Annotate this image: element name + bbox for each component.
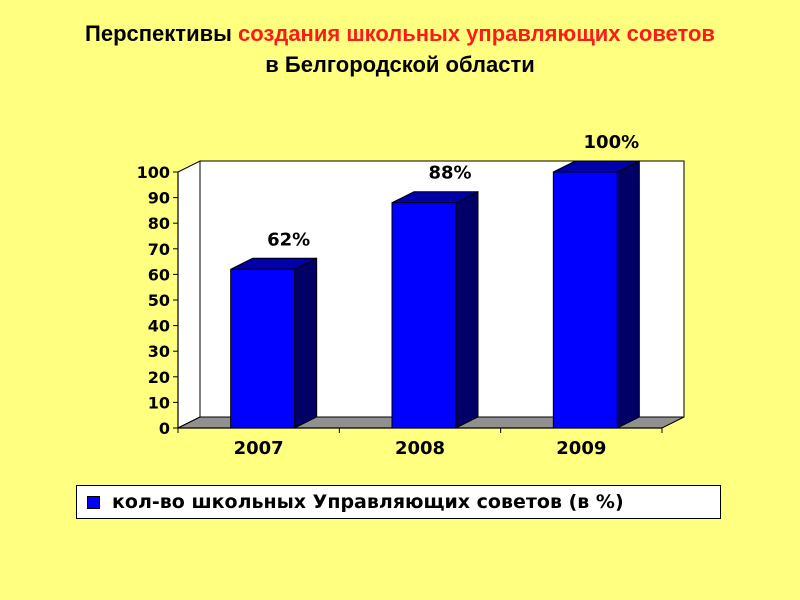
y-tick-label: 40: [148, 317, 170, 336]
x-tick-label: 2008: [395, 438, 445, 459]
y-tick-label: 20: [148, 368, 170, 387]
y-tick-label: 50: [148, 291, 170, 310]
bar: [230, 268, 296, 429]
title-part-1: Перспективы: [85, 21, 239, 46]
data-label: 100%: [584, 132, 640, 153]
chart-legend: кол-во школьных Управляющих советов (в %…: [76, 485, 721, 519]
y-tick-label: 100: [137, 163, 170, 182]
title-line-3: в Белгородской области: [265, 52, 535, 77]
legend-swatch: [87, 495, 100, 509]
y-tick-label: 60: [148, 265, 170, 284]
y-tick-label: 0: [159, 419, 170, 438]
y-tick-label: 90: [148, 189, 170, 208]
y-tick-label: 80: [148, 214, 170, 233]
bar-side: [294, 257, 318, 429]
legend-label: кол-во школьных Управляющих советов (в %…: [112, 491, 624, 513]
x-tick-label: 2009: [556, 438, 606, 459]
y-tick-label: 30: [148, 342, 170, 361]
bar: [552, 171, 618, 429]
page-title: Перспективы создания школьных управляющи…: [0, 18, 800, 80]
plot-side-wall: [177, 160, 201, 429]
data-label: 62%: [267, 229, 310, 250]
x-tick-label: 2007: [234, 438, 284, 459]
title-part-2: создания школьных управляющих советов: [238, 21, 715, 46]
bar-side: [455, 190, 479, 429]
y-tick-label: 10: [148, 393, 170, 412]
bar: [391, 202, 457, 429]
data-label: 88%: [428, 163, 471, 184]
bar-side: [616, 160, 640, 429]
y-tick-label: 70: [148, 240, 170, 259]
